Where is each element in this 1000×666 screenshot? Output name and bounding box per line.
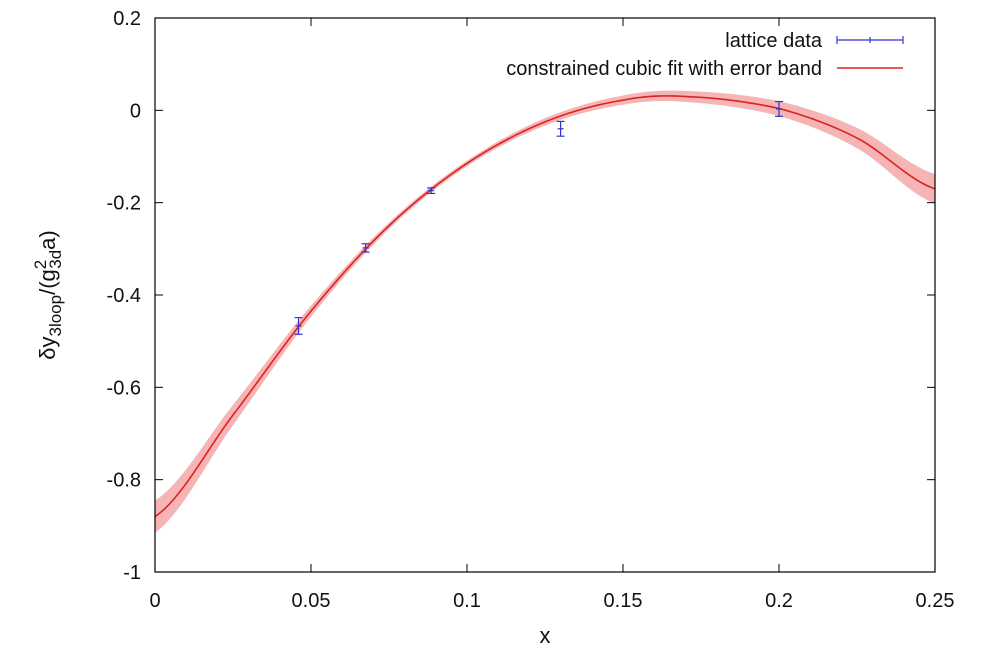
fit-error-band-layer <box>155 90 935 533</box>
y-tick-label: -0.8 <box>107 470 141 492</box>
legend-label-fit: constrained cubic fit with error band <box>506 58 822 80</box>
x-tick-label: 0.15 <box>604 590 643 612</box>
ticks-layer: 0 0.05 0.1 0.15 0.2 0.25 0.2 0 -0.2 -0.4 -0.6 -0.8 -… <box>107 8 955 612</box>
y-tick-label: -0.2 <box>107 193 141 215</box>
y-tick-label: -1 <box>123 562 141 584</box>
x-tick-label: 0.1 <box>453 590 481 612</box>
plot-frame <box>154 17 936 573</box>
y-axis-label-sub2: 3d <box>46 250 65 269</box>
y-axis-label-sub1: 3loop <box>46 295 65 337</box>
y-axis-label-prefix: δy <box>35 337 60 360</box>
y-axis-label-suffix: a) <box>35 230 60 250</box>
x-tick-label: 0 <box>149 590 160 612</box>
legend: lattice data constrained cubic fit with e… <box>506 30 904 80</box>
x-axis-label: x <box>540 623 551 648</box>
data-point <box>294 317 303 335</box>
fit-curve-layer <box>154 95 936 518</box>
y-tick-label: 0 <box>130 100 141 122</box>
y-tick-label: -0.6 <box>107 377 141 399</box>
y-tick-label: 0.2 <box>113 8 141 30</box>
x-tick-label: 0.2 <box>765 590 793 612</box>
y-tick-label: -0.4 <box>107 285 141 307</box>
fit-curve <box>154 95 936 518</box>
data-point <box>361 243 370 253</box>
data-point <box>556 120 565 137</box>
fit-error-band <box>155 90 935 533</box>
data-point <box>427 187 436 195</box>
data-points-layer <box>294 100 783 335</box>
y-axis-label-mid: /(g <box>35 269 60 295</box>
x-tick-label: 0.05 <box>292 590 331 612</box>
x-tick-label: 0.25 <box>916 590 955 612</box>
data-point <box>775 100 783 117</box>
legend-label-lattice-data: lattice data <box>725 30 823 52</box>
y-axis-label: δy3loop/(g23da) <box>31 230 65 360</box>
y-axis-label-sup: 2 <box>31 260 50 269</box>
